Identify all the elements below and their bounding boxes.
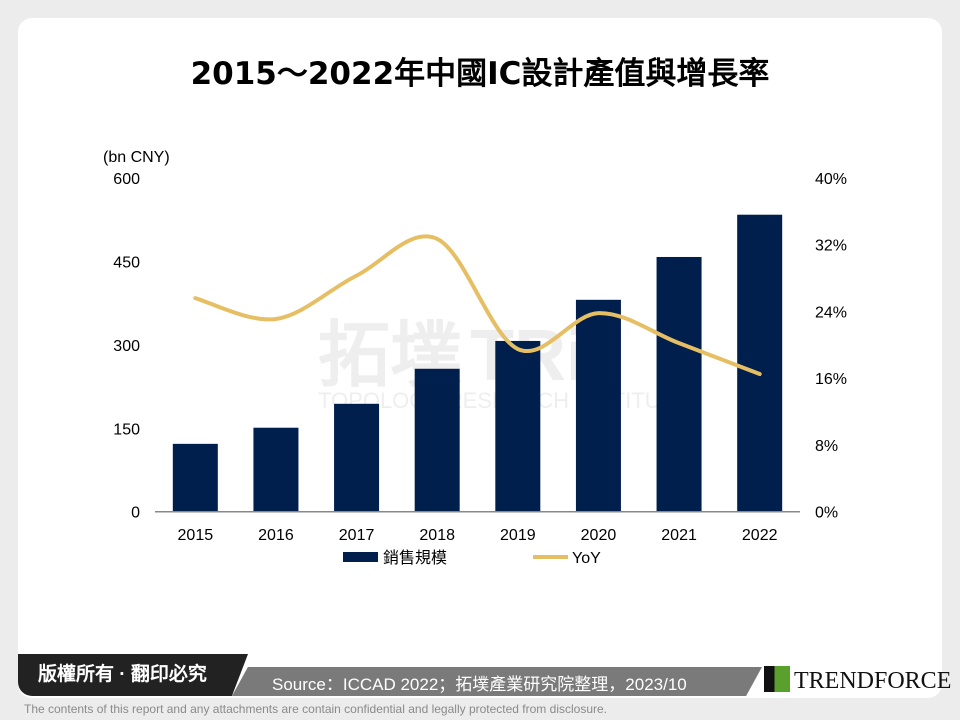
bar-2020 <box>575 299 621 512</box>
legend-bar-label: 銷售規模 <box>383 549 447 567</box>
x-tick-label: 2018 <box>419 527 455 544</box>
bar-2017 <box>334 403 380 512</box>
trendforce-logo: TRENDFORCE <box>764 666 951 695</box>
y-tick-label: 0 <box>131 505 140 522</box>
x-tick-label: 2022 <box>742 527 778 544</box>
y2-tick-label: 40% <box>815 171 847 188</box>
brand-name: TRENDFORCE <box>794 668 952 694</box>
x-tick-label: 2015 <box>178 527 214 544</box>
bar-2015 <box>172 443 218 512</box>
yoy-line <box>193 234 762 377</box>
x-tick-label: 2019 <box>500 527 536 544</box>
legend-line-label: YoY <box>572 550 601 567</box>
y2-tick-label: 32% <box>815 238 847 255</box>
y-tick-label: 450 <box>113 254 140 271</box>
chart-card <box>18 18 942 698</box>
bar-2018 <box>414 368 460 512</box>
bar-2016 <box>253 427 299 512</box>
bar-2021 <box>656 256 702 512</box>
bar-2019 <box>495 340 541 512</box>
x-tick-label: 2017 <box>339 527 375 544</box>
chart-title: 2015～2022年中國IC設計產值與增長率 <box>190 56 770 92</box>
y-tick-label: 150 <box>113 421 140 438</box>
bar-2022 <box>737 214 783 512</box>
x-tick-label: 2020 <box>581 527 617 544</box>
y2-tick-label: 8% <box>815 438 838 455</box>
x-tick-label: 2016 <box>258 527 294 544</box>
x-tick-label: 2021 <box>661 527 697 544</box>
y2-tick-label: 16% <box>815 371 847 388</box>
y-tick-label: 600 <box>113 171 140 188</box>
disclaimer: The contents of this report and any atta… <box>24 702 607 716</box>
y2-tick-label: 24% <box>815 304 847 321</box>
legend-bar-swatch <box>343 552 378 562</box>
y-axis-label: (bn CNY) <box>103 149 170 166</box>
y-tick-label: 300 <box>113 338 140 355</box>
logo-icon <box>764 666 790 692</box>
copyright-label: 版權所有 · 翻印必究 <box>18 654 248 696</box>
y2-tick-label: 0% <box>815 505 838 522</box>
source-label: Source：ICCAD 2022；拓墣產業研究院整理，2023/10 <box>232 667 762 696</box>
